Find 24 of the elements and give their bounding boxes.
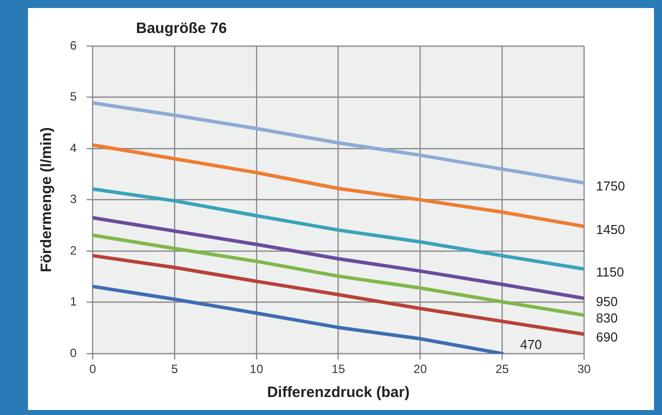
series-label: 470: [520, 337, 542, 352]
y-tick-label: 4: [70, 140, 77, 155]
y-axis-title: Fördermenge (l/min): [38, 127, 56, 272]
x-tick-label: 20: [414, 362, 428, 376]
x-axis-title: Differenzdruck (bar): [267, 384, 410, 402]
x-tick-label: 15: [332, 362, 346, 376]
series-label: 1750: [596, 178, 625, 194]
series-label: 830: [596, 310, 618, 326]
x-tick-label: 30: [577, 362, 591, 376]
series-label: 950: [596, 294, 618, 309]
y-tick-label: 6: [70, 38, 77, 52]
x-tick-label: 0: [89, 362, 96, 376]
series-label: 1150: [596, 264, 624, 280]
chart-title: Baugröße 76: [136, 20, 227, 37]
y-tick-label: 1: [70, 294, 77, 309]
y-tick-label: 2: [70, 243, 77, 258]
y-tick-label: 3: [70, 192, 77, 206]
x-tick-label: 10: [250, 362, 264, 376]
y-tick-label: 5: [70, 90, 77, 104]
series-label: 1450: [596, 222, 625, 238]
x-tick-label: 5: [171, 362, 178, 376]
y-tick-label: 0: [70, 346, 77, 360]
x-tick-label: 25: [495, 362, 510, 376]
series-label: 690: [596, 330, 618, 345]
